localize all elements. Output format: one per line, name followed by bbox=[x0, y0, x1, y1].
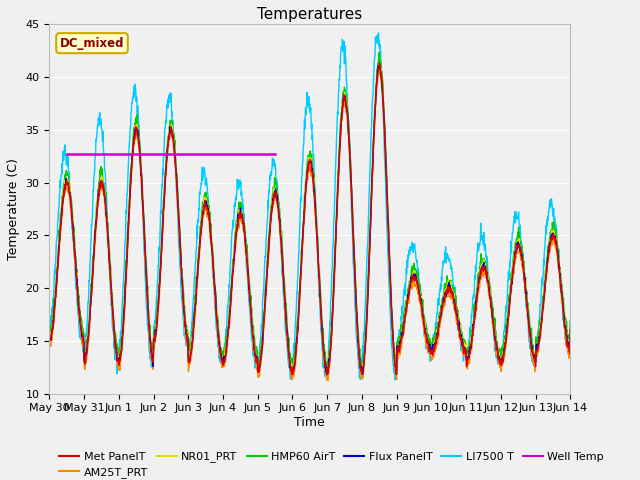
HMP60 AirT bbox=[342, 92, 350, 97]
Line: Met PanelT: Met PanelT bbox=[49, 63, 570, 375]
LI7500 T bbox=[566, 318, 574, 324]
LI7500 T bbox=[342, 58, 349, 63]
Line: LI7500 T: LI7500 T bbox=[49, 33, 570, 380]
Flux PanelT bbox=[287, 363, 294, 369]
Flux PanelT bbox=[45, 337, 53, 343]
NR01_PRT bbox=[287, 360, 294, 366]
Flux PanelT bbox=[566, 325, 574, 331]
AM25T_PRT bbox=[45, 340, 53, 346]
HMP60 AirT bbox=[86, 312, 93, 318]
AM25T_PRT bbox=[342, 106, 350, 111]
AM25T_PRT bbox=[287, 368, 294, 373]
Met PanelT bbox=[323, 372, 330, 378]
AM25T_PRT bbox=[324, 377, 332, 383]
Flux PanelT bbox=[358, 372, 366, 377]
Y-axis label: Temperature (C): Temperature (C) bbox=[7, 158, 20, 260]
Flux PanelT bbox=[86, 317, 93, 323]
Met PanelT bbox=[287, 366, 294, 372]
AM25T_PRT bbox=[86, 324, 93, 330]
X-axis label: Time: Time bbox=[294, 416, 325, 429]
Title: Temperatures: Temperatures bbox=[257, 7, 362, 22]
NR01_PRT bbox=[86, 313, 93, 319]
NR01_PRT bbox=[342, 99, 350, 105]
HMP60 AirT bbox=[287, 356, 294, 361]
Legend: Met PanelT, AM25T_PRT, NR01_PRT, HMP60 AirT, Flux PanelT, LI7500 T, Well Temp: Met PanelT, AM25T_PRT, NR01_PRT, HMP60 A… bbox=[55, 447, 608, 480]
Met PanelT bbox=[86, 317, 93, 323]
Line: AM25T_PRT: AM25T_PRT bbox=[49, 71, 570, 380]
Flux PanelT bbox=[267, 220, 275, 226]
LI7500 T bbox=[391, 377, 399, 383]
LI7500 T bbox=[107, 286, 115, 292]
Flux PanelT bbox=[277, 237, 285, 243]
NR01_PRT bbox=[45, 333, 53, 338]
LI7500 T bbox=[374, 30, 382, 36]
Met PanelT bbox=[267, 220, 275, 226]
NR01_PRT bbox=[566, 324, 574, 329]
Line: Flux PanelT: Flux PanelT bbox=[49, 65, 570, 374]
AM25T_PRT bbox=[107, 285, 115, 291]
Met PanelT bbox=[342, 105, 350, 110]
AM25T_PRT bbox=[376, 68, 383, 73]
HMP60 AirT bbox=[267, 214, 275, 219]
LI7500 T bbox=[277, 246, 285, 252]
Text: DC_mixed: DC_mixed bbox=[60, 36, 124, 49]
Met PanelT bbox=[376, 60, 383, 66]
HMP60 AirT bbox=[566, 318, 574, 324]
Met PanelT bbox=[107, 281, 115, 287]
Met PanelT bbox=[566, 328, 574, 334]
NR01_PRT bbox=[277, 239, 285, 244]
Well Temp bbox=[271, 151, 279, 157]
Line: NR01_PRT: NR01_PRT bbox=[49, 63, 570, 371]
Flux PanelT bbox=[376, 62, 383, 68]
LI7500 T bbox=[267, 177, 275, 182]
AM25T_PRT bbox=[277, 246, 285, 252]
LI7500 T bbox=[287, 376, 294, 382]
LI7500 T bbox=[45, 327, 53, 333]
LI7500 T bbox=[86, 271, 93, 277]
HMP60 AirT bbox=[277, 233, 285, 239]
NR01_PRT bbox=[267, 217, 275, 223]
Flux PanelT bbox=[342, 100, 349, 106]
HMP60 AirT bbox=[376, 49, 383, 55]
Line: HMP60 AirT: HMP60 AirT bbox=[49, 52, 570, 368]
HMP60 AirT bbox=[45, 323, 53, 329]
Well Temp bbox=[63, 151, 70, 157]
NR01_PRT bbox=[290, 368, 298, 374]
Met PanelT bbox=[45, 338, 53, 344]
HMP60 AirT bbox=[107, 268, 115, 274]
NR01_PRT bbox=[107, 277, 115, 283]
AM25T_PRT bbox=[267, 224, 275, 229]
Flux PanelT bbox=[107, 280, 115, 286]
AM25T_PRT bbox=[566, 334, 574, 339]
NR01_PRT bbox=[376, 60, 384, 66]
Met PanelT bbox=[277, 241, 285, 247]
HMP60 AirT bbox=[324, 365, 332, 371]
